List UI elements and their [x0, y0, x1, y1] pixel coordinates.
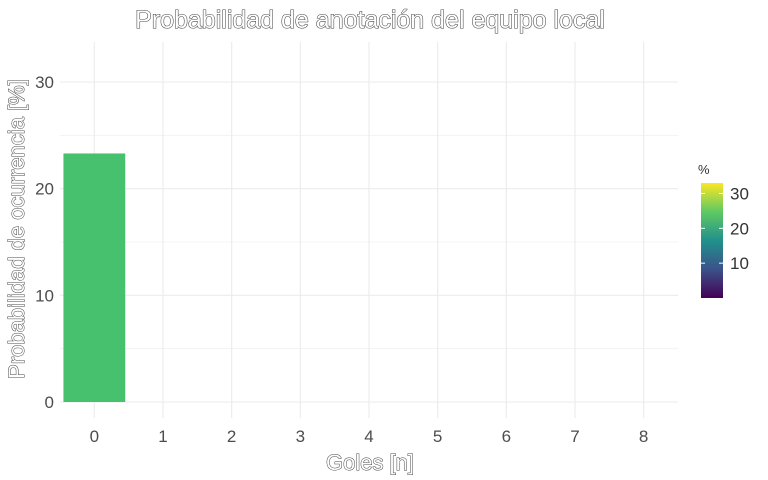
legend-tick-label: 20	[730, 219, 749, 238]
y-tick-label: 10	[35, 286, 54, 305]
x-axis-title: Goles [n]	[326, 450, 414, 475]
y-axis-title: Probabilidad de ocurrencia [%]	[4, 79, 29, 379]
legend: % 10 20 30	[698, 162, 749, 298]
y-tick-label: 30	[35, 73, 54, 92]
legend-tick-label: 30	[730, 184, 749, 203]
x-tick-label: 8	[639, 427, 648, 446]
x-tick-label: 7	[570, 427, 579, 446]
x-tick-label: 4	[364, 427, 373, 446]
x-tick-label: 0	[90, 427, 99, 446]
y-tick-label: 20	[35, 180, 54, 199]
legend-tick-label: 10	[730, 254, 749, 273]
x-tick-label: 1	[158, 427, 167, 446]
y-tick-label: 0	[45, 393, 54, 412]
legend-title: %	[698, 162, 710, 177]
legend-colorbar	[701, 183, 723, 298]
plot-panel: 0 10 20 30 0 1 2 3 4 5 6 7 8	[35, 42, 678, 446]
chart-title: Probabilidad de anotación del equipo loc…	[135, 6, 605, 34]
x-tick-label: 6	[502, 427, 511, 446]
x-tick-label: 3	[296, 427, 305, 446]
x-tick-label: 5	[433, 427, 442, 446]
bar-goles-0	[63, 153, 126, 402]
x-tick-label: 2	[227, 427, 236, 446]
